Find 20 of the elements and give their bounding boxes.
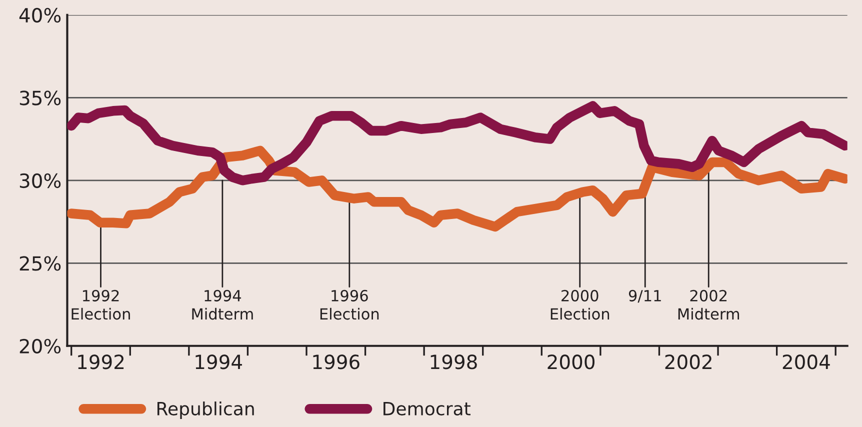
annotation: 9/11 [628, 290, 661, 303]
legend-label: Democrat [384, 402, 470, 416]
y-tick-label: 25% [20, 256, 61, 271]
y-tick-label: 35% [20, 90, 61, 106]
y-tick-label: 30% [20, 173, 61, 188]
annotation: 1996 Election [320, 290, 379, 320]
legend-label: Republican [157, 401, 254, 419]
x-tick-label: 1992 [78, 354, 124, 370]
x-tick-label: 2002 [665, 354, 712, 370]
x-tick-label: 1996 [313, 354, 360, 370]
y-tick-label: 40% [19, 8, 61, 23]
y-tick-label: 20% [20, 338, 61, 354]
annotation: 2002 Midterm [678, 290, 740, 320]
annotation: 2000 Election [550, 290, 610, 320]
x-tick-label: 2000 [548, 354, 594, 370]
x-tick-label: 2004 [782, 354, 830, 370]
annotation: 1992 Election [72, 290, 130, 320]
x-tick-label: 1998 [430, 354, 477, 370]
annotation: 1994 Midterm [192, 290, 253, 320]
x-tick-label: 1994 [196, 354, 242, 370]
